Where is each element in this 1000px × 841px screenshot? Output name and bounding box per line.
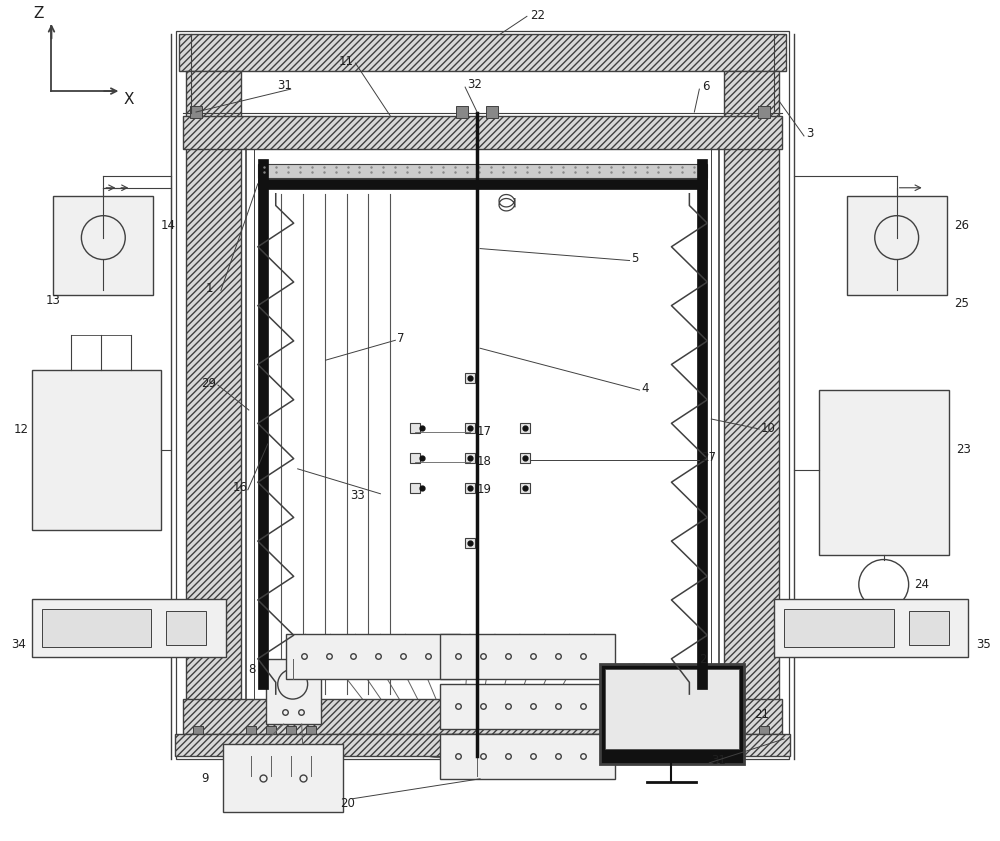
Text: 25: 25: [954, 297, 969, 309]
Bar: [440, 634, 615, 680]
Text: 12: 12: [14, 424, 29, 436]
Text: 3: 3: [806, 128, 813, 140]
Text: 17: 17: [477, 426, 492, 438]
Bar: [183, 116, 782, 149]
Bar: [53, 196, 153, 295]
Bar: [774, 600, 968, 657]
Bar: [465, 537, 475, 547]
Bar: [819, 390, 949, 554]
Bar: [193, 726, 203, 736]
Bar: [440, 734, 615, 779]
Bar: [520, 453, 530, 463]
Bar: [465, 453, 475, 463]
Bar: [759, 726, 769, 736]
Bar: [42, 610, 151, 648]
Bar: [847, 196, 947, 295]
Text: 23: 23: [956, 443, 971, 457]
Bar: [909, 611, 949, 645]
Bar: [410, 453, 420, 463]
Bar: [410, 483, 420, 493]
Text: Z: Z: [34, 6, 44, 21]
Text: 1: 1: [206, 282, 213, 295]
Text: 33: 33: [350, 489, 365, 502]
Text: 31: 31: [277, 78, 292, 92]
Bar: [32, 600, 226, 657]
Text: 20: 20: [341, 797, 355, 810]
Bar: [246, 726, 256, 736]
Bar: [758, 106, 770, 118]
Text: 19: 19: [477, 484, 492, 496]
Text: 18: 18: [477, 455, 492, 468]
Bar: [32, 370, 161, 530]
Text: 13: 13: [46, 294, 60, 307]
Text: 16: 16: [233, 481, 248, 495]
Bar: [223, 744, 343, 812]
Bar: [465, 373, 475, 383]
Bar: [520, 483, 530, 493]
Bar: [183, 699, 782, 734]
Bar: [520, 423, 530, 433]
Bar: [410, 423, 420, 433]
Text: 31: 31: [711, 754, 726, 767]
Bar: [465, 483, 475, 493]
Bar: [166, 611, 206, 645]
Text: 29: 29: [201, 377, 216, 389]
Bar: [286, 726, 296, 736]
Bar: [600, 664, 744, 764]
Bar: [176, 31, 789, 759]
Bar: [456, 106, 468, 118]
Text: 21: 21: [754, 707, 769, 721]
Bar: [175, 734, 790, 756]
Bar: [724, 71, 779, 729]
Text: 10: 10: [761, 422, 776, 436]
Text: 9: 9: [201, 772, 208, 785]
Bar: [186, 71, 241, 729]
Bar: [258, 159, 268, 689]
Text: 4: 4: [642, 382, 649, 394]
Text: 5: 5: [632, 252, 639, 265]
Bar: [650, 726, 659, 736]
Text: 22: 22: [530, 9, 545, 22]
Text: 27: 27: [701, 452, 716, 464]
Text: 6: 6: [702, 80, 710, 93]
Bar: [669, 726, 679, 736]
Bar: [266, 659, 321, 724]
Text: 32: 32: [467, 77, 482, 91]
Text: 26: 26: [954, 220, 969, 232]
Bar: [784, 610, 894, 648]
Text: 11: 11: [339, 55, 354, 67]
Bar: [258, 164, 707, 177]
Text: 35: 35: [976, 637, 991, 651]
Text: 34: 34: [12, 637, 26, 651]
Bar: [258, 179, 707, 188]
Text: 8: 8: [248, 663, 255, 675]
Bar: [190, 106, 202, 118]
Text: 14: 14: [161, 220, 176, 232]
Bar: [486, 106, 498, 118]
Text: X: X: [123, 92, 134, 107]
Bar: [266, 726, 276, 736]
Bar: [697, 159, 707, 689]
Bar: [179, 34, 786, 71]
Bar: [605, 669, 739, 749]
Text: 7: 7: [397, 331, 405, 345]
Bar: [440, 684, 615, 729]
Bar: [286, 634, 460, 680]
Text: 24: 24: [914, 578, 929, 591]
Bar: [704, 726, 714, 736]
Text: 2: 2: [699, 653, 707, 666]
Bar: [306, 726, 316, 736]
Bar: [465, 423, 475, 433]
